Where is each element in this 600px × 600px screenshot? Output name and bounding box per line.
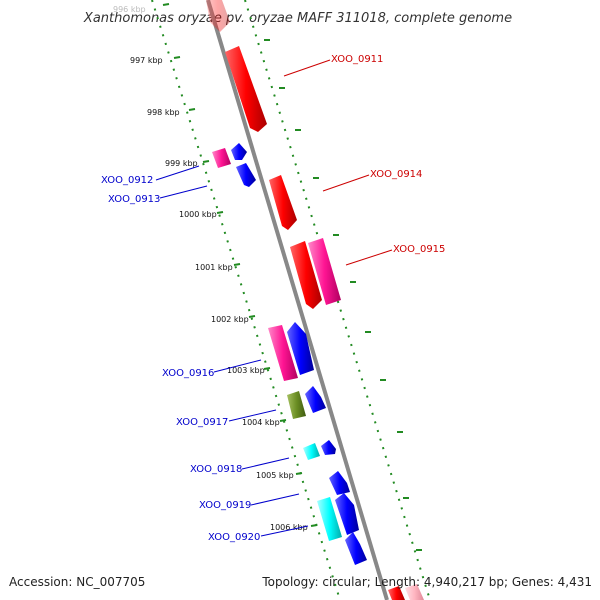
- gene-feature-blue-0918[interactable]: [321, 440, 336, 455]
- gene-feature-xoo-0918[interactable]: [303, 443, 320, 460]
- scale-label-1003: 1003 kbp: [227, 366, 265, 375]
- gene-feature-xoo-0917[interactable]: [287, 391, 306, 419]
- gene-label-xoo-0915[interactable]: XOO_0915: [393, 244, 445, 255]
- scale-label-999: 999 kbp: [165, 159, 198, 168]
- gene-feature-xoo-0920[interactable]: [317, 497, 342, 541]
- scale-label-1006: 1006 kbp: [270, 523, 308, 532]
- gene-feature-red-0915a[interactable]: [290, 241, 322, 309]
- inner-major-ticks: [162, 3, 318, 527]
- gene-label-xoo-0920[interactable]: XOO_0920: [208, 532, 260, 543]
- outer-ticks: [264, 39, 422, 551]
- gene-feature-xoo-0919[interactable]: [329, 471, 350, 495]
- scale-label-1004: 1004 kbp: [242, 418, 280, 427]
- gene-feature-top-red[interactable]: [206, 0, 230, 32]
- gene-label-xoo-0916[interactable]: XOO_0916: [162, 368, 214, 379]
- gene-label-xoo-0918[interactable]: XOO_0918: [190, 464, 242, 475]
- gene-label-xoo-0917[interactable]: XOO_0917: [176, 417, 228, 428]
- scale-label-997: 997 kbp: [130, 56, 163, 65]
- inner-ruler-track: [151, 0, 341, 600]
- scale-labels: 996 kbp 997 kbp 998 kbp 999 kbp 1000 kbp…: [113, 5, 308, 532]
- genome-backbone: [206, 0, 389, 600]
- accession-text: Accession: NC_007705: [9, 575, 145, 589]
- gene-feature-xoo-0913[interactable]: [236, 163, 256, 187]
- scale-label-1002: 1002 kbp: [211, 315, 249, 324]
- gene-feature-xoo-0916[interactable]: [287, 322, 314, 375]
- gene-label-xoo-0911[interactable]: XOO_0911: [331, 54, 383, 65]
- genome-summary-text: Topology: circular; Length: 4,940,217 bp…: [261, 575, 592, 589]
- gene-feature-xoo-0911[interactable]: [225, 46, 267, 132]
- gene-feature-xoo-0914[interactable]: [269, 175, 297, 230]
- gene-feature-xoo-0912[interactable]: [231, 143, 247, 160]
- gene-label-xoo-0913[interactable]: XOO_0913: [108, 194, 160, 205]
- gene-feature-blue-0920b[interactable]: [345, 532, 367, 565]
- gene-label-xoo-0912[interactable]: XOO_0912: [101, 175, 153, 186]
- gene-feature-bottom-pink[interactable]: [405, 584, 424, 600]
- gene-label-xoo-0914[interactable]: XOO_0914: [370, 169, 422, 180]
- gene-feature-xoo-0915[interactable]: [308, 238, 341, 305]
- scale-label-1000: 1000 kbp: [179, 210, 217, 219]
- gene-labels: XOO_0911 XOO_0912 XOO_0913 XOO_0914 XOO_…: [101, 54, 445, 543]
- gene-label-xoo-0919[interactable]: XOO_0919: [199, 500, 251, 511]
- gene-feature-bottom-red[interactable]: [388, 586, 405, 600]
- scale-label-996: 996 kbp: [113, 5, 146, 14]
- scale-label-1005: 1005 kbp: [256, 471, 294, 480]
- gene-feature-magenta-0916[interactable]: [268, 325, 298, 381]
- gene-feature-blue-0919b[interactable]: [335, 493, 359, 535]
- gene-feature-blue-0917[interactable]: [305, 386, 326, 413]
- scale-label-1001: 1001 kbp: [195, 263, 233, 272]
- map-title: Xanthomonas oryzae pv. oryzae MAFF 31101…: [83, 11, 512, 26]
- gene-feature-magenta-small[interactable]: [212, 148, 231, 168]
- gene-features: [206, 0, 424, 600]
- scale-label-998: 998 kbp: [147, 108, 180, 117]
- gene-label-leaders: [155, 59, 393, 537]
- outer-ruler-track: [244, 0, 431, 600]
